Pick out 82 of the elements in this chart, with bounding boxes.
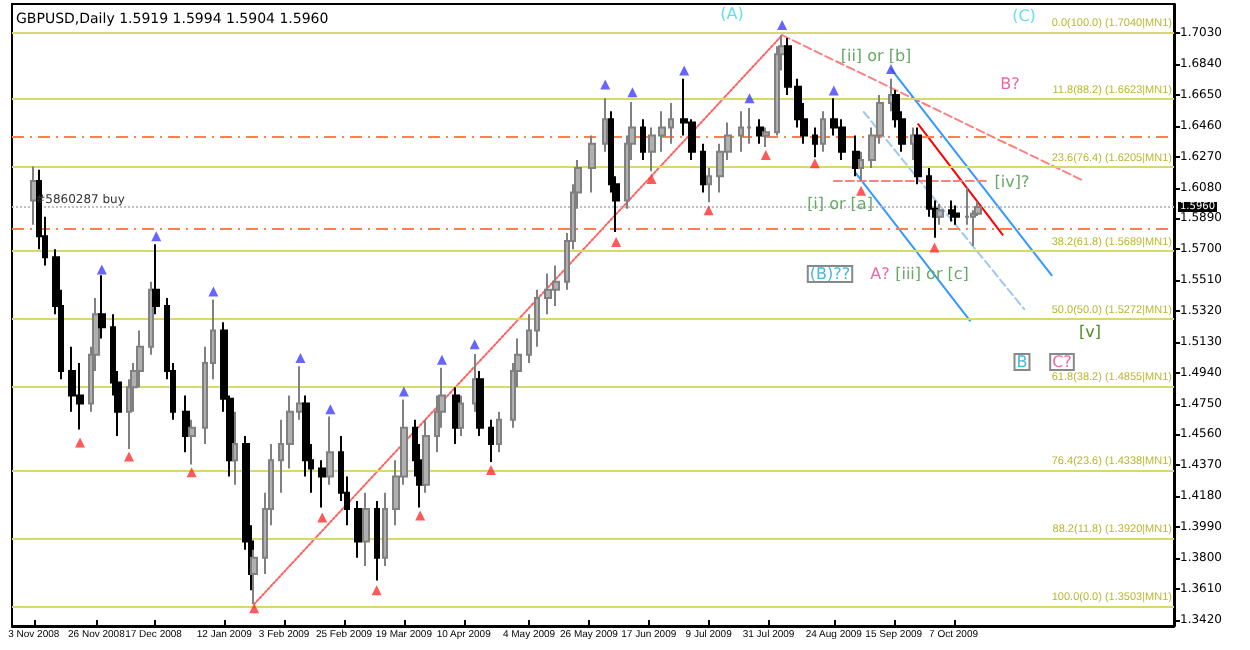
candlestick	[812, 126, 818, 159]
point	[809, 158, 820, 169]
point	[371, 585, 382, 596]
candlestick	[374, 499, 380, 582]
point	[646, 173, 657, 184]
candlestick	[820, 110, 826, 153]
candlestick	[762, 126, 770, 148]
point	[75, 437, 86, 448]
candlestick	[472, 352, 478, 413]
candlestick	[452, 386, 460, 446]
point	[186, 467, 197, 478]
candlestick	[640, 118, 646, 161]
candlestick	[488, 418, 494, 463]
point	[436, 354, 447, 365]
candlestick	[476, 370, 484, 437]
point	[885, 63, 896, 74]
point	[208, 286, 219, 297]
point	[485, 465, 496, 476]
point	[96, 264, 107, 275]
candlestick	[756, 118, 764, 145]
point	[124, 451, 135, 462]
annotation: [i] or [a]	[807, 195, 873, 213]
point	[856, 185, 867, 196]
candlestick	[588, 134, 596, 194]
point	[398, 386, 409, 397]
candlestick	[354, 499, 362, 559]
candlestick	[738, 110, 744, 153]
candlestick	[182, 394, 190, 454]
annotation: A?	[870, 265, 890, 283]
candlestick	[98, 274, 106, 340]
candlestick	[30, 165, 38, 226]
annotation: [ii] or [b]	[840, 47, 912, 65]
candlestick	[858, 150, 864, 183]
point	[744, 93, 755, 104]
point	[151, 231, 162, 242]
point	[325, 404, 336, 415]
point	[317, 512, 328, 523]
candlestick	[152, 243, 160, 316]
candlestick	[422, 418, 430, 494]
annotation: (C)	[1012, 7, 1036, 25]
point	[929, 242, 940, 253]
candlestick	[544, 272, 552, 316]
candlestick	[318, 459, 326, 509]
point	[703, 205, 714, 216]
candlestick	[852, 134, 860, 178]
candlestick	[232, 410, 238, 486]
point	[777, 20, 788, 31]
point	[679, 65, 690, 76]
candlestick	[458, 394, 464, 437]
candlestick	[496, 410, 502, 454]
point	[600, 79, 611, 90]
candlestick	[552, 264, 560, 308]
point	[295, 353, 306, 364]
candlestick	[936, 202, 944, 226]
annotation: B?	[1000, 75, 1020, 93]
candlestick	[706, 167, 712, 204]
candlestick	[746, 106, 752, 145]
point	[415, 510, 426, 521]
candlestick	[148, 280, 154, 356]
point	[627, 87, 638, 98]
annotation: (A)	[720, 5, 744, 23]
candlestick	[700, 142, 706, 194]
annotation: [v]	[1079, 323, 1101, 341]
candlestick	[602, 97, 608, 153]
point	[249, 603, 260, 614]
candlestick	[910, 126, 916, 161]
point	[611, 236, 622, 247]
candlestick	[948, 199, 954, 223]
point	[469, 339, 480, 350]
annotation: C?	[1052, 353, 1072, 371]
candlestick	[326, 415, 334, 486]
candlestick	[914, 126, 922, 186]
point	[760, 150, 771, 161]
candlestick	[188, 418, 196, 466]
annotation: (B)??	[809, 265, 851, 283]
annotation: [iv]?	[994, 173, 1030, 191]
candlestick	[952, 204, 960, 226]
annotation: B	[1016, 353, 1028, 371]
candlestick	[362, 491, 370, 567]
point	[828, 85, 839, 96]
candlestick	[382, 491, 388, 567]
candlestick	[888, 77, 894, 113]
